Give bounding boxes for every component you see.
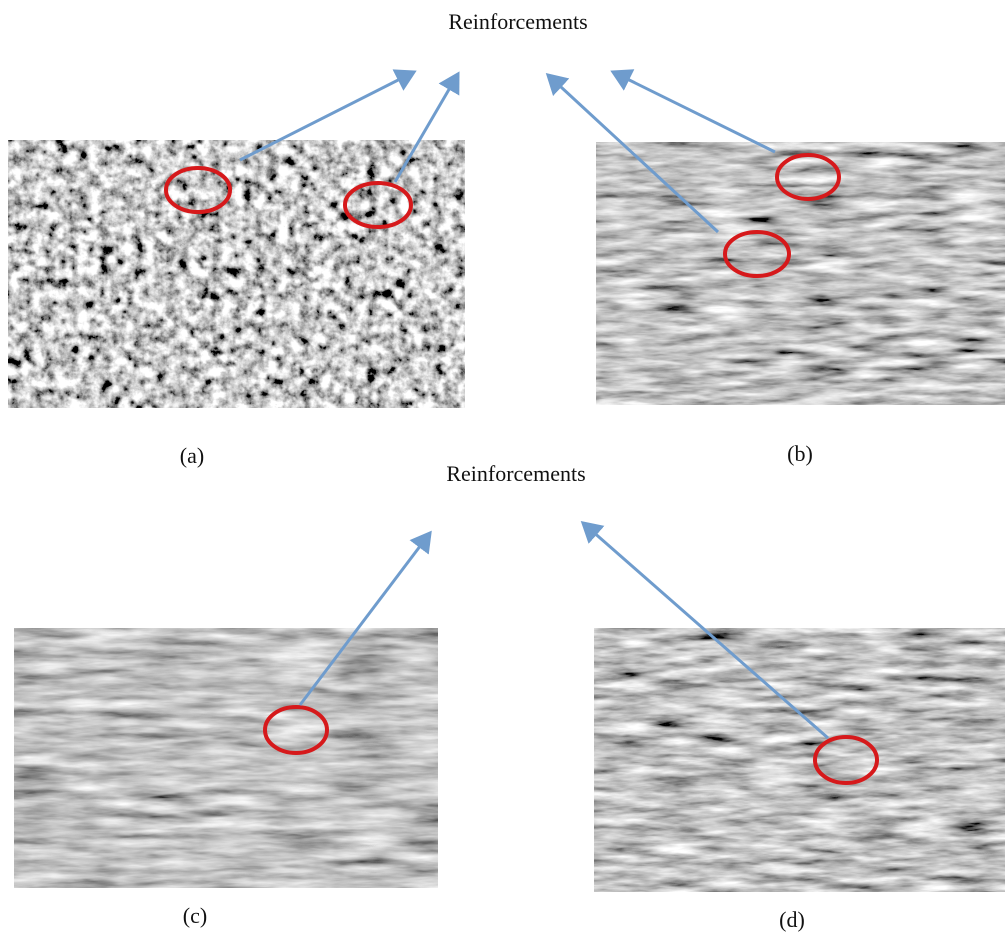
caption: Reinforcements: [448, 9, 587, 34]
panel-label: (a): [180, 443, 204, 468]
micrograph: [596, 142, 1005, 405]
caption: Reinforcements: [446, 461, 585, 486]
panel-label: (c): [183, 903, 207, 928]
panel-label: (d): [779, 907, 805, 932]
arrow: [613, 72, 775, 152]
micrograph: [14, 628, 438, 888]
panel-label: (b): [787, 441, 813, 466]
figure: Reinforcements Reinforcements (a) (b) (c…: [0, 0, 1007, 939]
micrograph: [594, 628, 1005, 892]
